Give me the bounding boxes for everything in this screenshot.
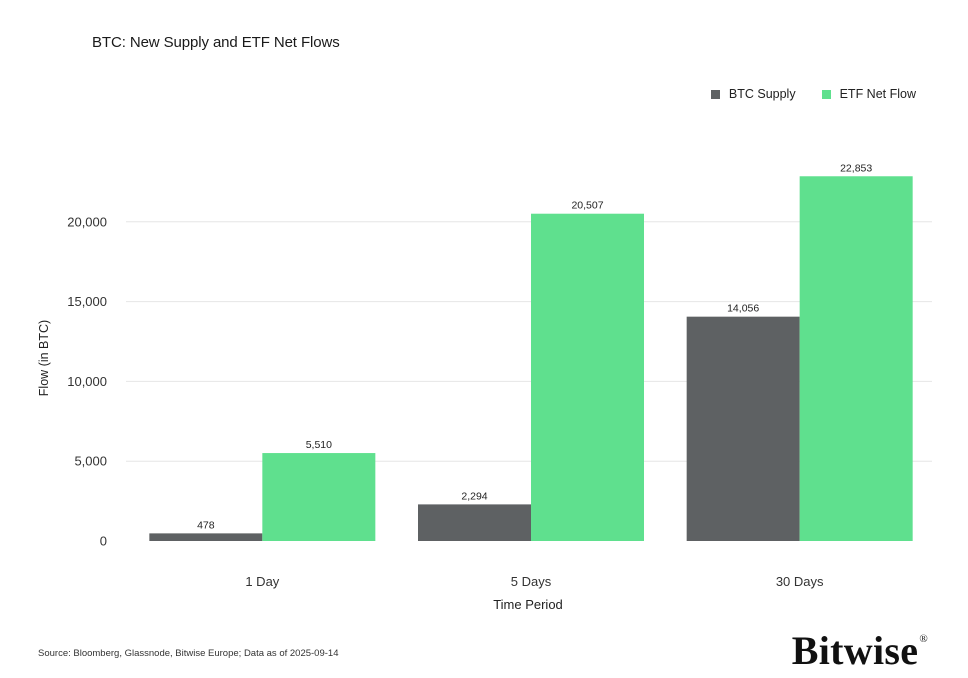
data-label: 2,294	[461, 490, 487, 502]
data-label: 20,507	[571, 200, 603, 212]
legend-swatch-etf-net-flow	[821, 89, 831, 99]
bar-btc-supply	[686, 316, 800, 541]
chart-legend: BTC Supply ETF Net Flow	[710, 87, 916, 101]
bar-btc-supply	[418, 504, 531, 541]
x-tick-label: 30 Days	[776, 574, 824, 589]
data-label: 5,510	[306, 439, 332, 451]
y-tick-label: 5,000	[74, 454, 107, 469]
data-label: 14,056	[727, 303, 759, 315]
y-axis-label: Flow (in BTC)	[37, 320, 51, 396]
y-tick-label: 20,000	[67, 214, 107, 229]
legend-label-btc-supply: BTC Supply	[728, 87, 796, 101]
y-tick-label: 10,000	[67, 374, 107, 389]
y-tick-label: 15,000	[67, 294, 107, 309]
x-tick-label: 1 Day	[245, 574, 279, 589]
data-label: 478	[197, 519, 215, 531]
bar-etf-net-flow	[531, 213, 644, 541]
legend-label-etf-net-flow: ETF Net Flow	[839, 87, 916, 101]
bitwise-logo: Bitwise®	[791, 628, 928, 673]
legend-item-etf-net-flow: ETF Net Flow	[821, 87, 916, 101]
chart-title: BTC: New Supply and ETF Net Flows	[92, 34, 340, 51]
x-tick-label: 5 Days	[511, 574, 552, 589]
bar-etf-net-flow	[262, 453, 376, 541]
data-label: 22,853	[840, 162, 872, 174]
legend-swatch-btc-supply	[710, 89, 720, 99]
source-note: Source: Bloomberg, Glassnode, Bitwise Eu…	[38, 648, 339, 659]
x-axis-label: Time Period	[493, 597, 563, 612]
bar-btc-supply	[149, 533, 263, 541]
bar-etf-net-flow	[799, 176, 913, 541]
y-tick-label: 0	[100, 534, 107, 549]
legend-item-btc-supply: BTC Supply	[710, 87, 796, 101]
